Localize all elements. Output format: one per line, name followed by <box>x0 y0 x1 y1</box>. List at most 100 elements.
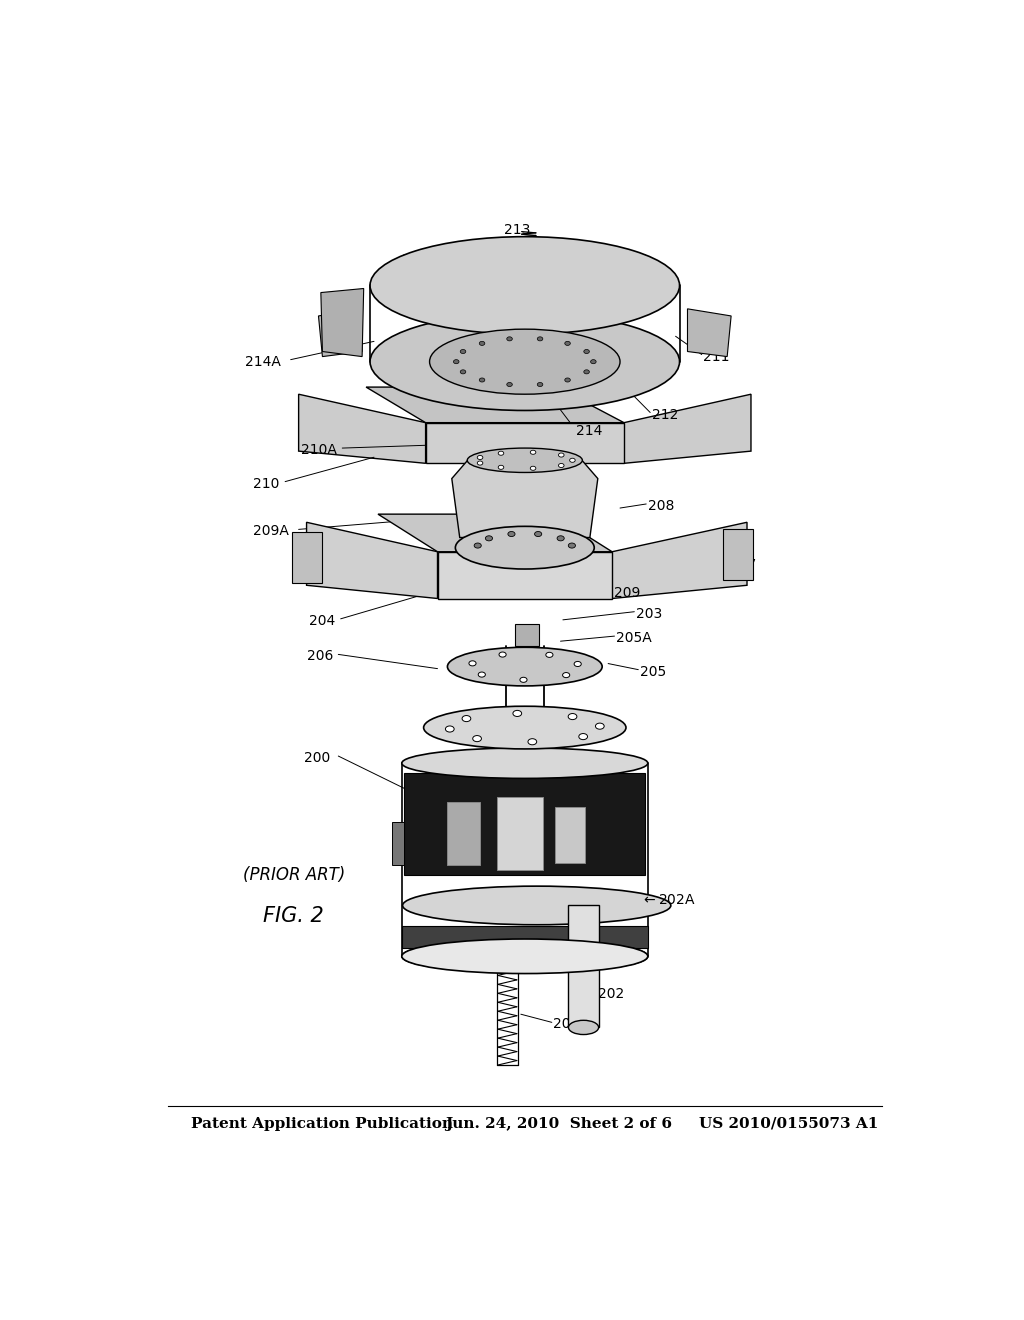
Text: 210: 210 <box>253 477 280 491</box>
Polygon shape <box>687 309 731 356</box>
Text: FIG. 2: FIG. 2 <box>263 906 324 925</box>
Text: 201: 201 <box>553 1018 579 1031</box>
Text: 209A: 209A <box>253 524 289 539</box>
Ellipse shape <box>477 455 483 459</box>
Text: 213: 213 <box>504 223 530 236</box>
Ellipse shape <box>557 536 564 541</box>
Text: 209: 209 <box>613 586 640 601</box>
Ellipse shape <box>520 677 527 682</box>
Bar <box>404 774 645 875</box>
Text: 214: 214 <box>577 424 603 438</box>
Ellipse shape <box>370 236 680 334</box>
Ellipse shape <box>538 383 543 387</box>
Text: 208: 208 <box>648 499 674 513</box>
Ellipse shape <box>467 447 583 473</box>
Polygon shape <box>367 387 624 422</box>
Ellipse shape <box>370 313 680 411</box>
Ellipse shape <box>538 337 543 341</box>
Text: Jun. 24, 2010  Sheet 2 of 6: Jun. 24, 2010 Sheet 2 of 6 <box>445 1117 673 1131</box>
Ellipse shape <box>569 458 575 462</box>
Text: US 2010/0155073 A1: US 2010/0155073 A1 <box>699 1117 879 1131</box>
Ellipse shape <box>584 350 590 354</box>
Ellipse shape <box>546 652 553 657</box>
Polygon shape <box>378 515 612 552</box>
Ellipse shape <box>479 378 484 381</box>
Text: 210A: 210A <box>301 444 337 457</box>
Ellipse shape <box>485 536 493 541</box>
Bar <box>426 422 624 463</box>
Text: 206: 206 <box>306 649 333 664</box>
Ellipse shape <box>424 706 626 748</box>
Ellipse shape <box>507 337 512 341</box>
Ellipse shape <box>574 661 582 667</box>
Bar <box>555 807 585 863</box>
Ellipse shape <box>513 710 521 717</box>
Text: 211: 211 <box>703 350 730 363</box>
Ellipse shape <box>430 329 620 395</box>
Ellipse shape <box>477 461 483 465</box>
Ellipse shape <box>579 734 588 739</box>
Ellipse shape <box>401 748 648 779</box>
Ellipse shape <box>473 735 481 742</box>
Polygon shape <box>318 309 362 356</box>
Bar <box>392 822 404 865</box>
Ellipse shape <box>402 886 671 925</box>
Ellipse shape <box>469 661 476 665</box>
Ellipse shape <box>460 370 466 374</box>
Bar <box>447 801 480 865</box>
Ellipse shape <box>584 370 590 374</box>
Text: 214A: 214A <box>246 355 282 368</box>
Text: 202: 202 <box>598 987 624 1001</box>
Ellipse shape <box>530 450 536 454</box>
Ellipse shape <box>478 672 485 677</box>
Polygon shape <box>299 395 426 463</box>
Bar <box>515 624 539 647</box>
Bar <box>497 797 543 870</box>
Polygon shape <box>321 289 364 356</box>
Ellipse shape <box>499 451 504 455</box>
Ellipse shape <box>562 673 569 677</box>
Polygon shape <box>624 395 751 463</box>
Ellipse shape <box>568 543 575 548</box>
Ellipse shape <box>460 350 466 354</box>
Polygon shape <box>306 523 437 598</box>
Text: (PRIOR ART): (PRIOR ART) <box>243 866 345 884</box>
Ellipse shape <box>530 466 536 470</box>
Ellipse shape <box>595 723 604 729</box>
Polygon shape <box>612 523 748 598</box>
Text: 207: 207 <box>729 558 756 572</box>
Polygon shape <box>452 461 598 537</box>
Ellipse shape <box>565 378 570 381</box>
Ellipse shape <box>568 714 577 719</box>
Ellipse shape <box>558 453 564 457</box>
Ellipse shape <box>507 383 512 387</box>
Bar <box>401 925 648 948</box>
Ellipse shape <box>535 532 542 536</box>
Ellipse shape <box>565 342 570 346</box>
Ellipse shape <box>474 543 481 548</box>
Ellipse shape <box>454 359 459 364</box>
Bar <box>437 552 612 598</box>
Ellipse shape <box>401 939 648 974</box>
Ellipse shape <box>445 726 455 733</box>
Ellipse shape <box>499 652 506 657</box>
Text: 203: 203 <box>636 607 663 620</box>
Ellipse shape <box>528 739 537 744</box>
Text: 204: 204 <box>309 614 335 628</box>
Bar <box>568 906 599 1027</box>
Ellipse shape <box>447 647 602 686</box>
Ellipse shape <box>401 940 648 973</box>
Text: Patent Application Publication: Patent Application Publication <box>191 1117 454 1131</box>
Text: 200: 200 <box>304 751 331 766</box>
Ellipse shape <box>568 1020 599 1035</box>
Text: $\leftarrow$202A: $\leftarrow$202A <box>641 894 696 907</box>
Text: 205: 205 <box>640 665 667 678</box>
Ellipse shape <box>558 463 564 467</box>
Text: 212: 212 <box>652 408 678 421</box>
Ellipse shape <box>462 715 471 722</box>
Ellipse shape <box>456 527 594 569</box>
Ellipse shape <box>479 342 484 346</box>
Bar <box>292 532 323 583</box>
Bar <box>723 529 754 581</box>
Text: 205A: 205A <box>616 631 652 645</box>
